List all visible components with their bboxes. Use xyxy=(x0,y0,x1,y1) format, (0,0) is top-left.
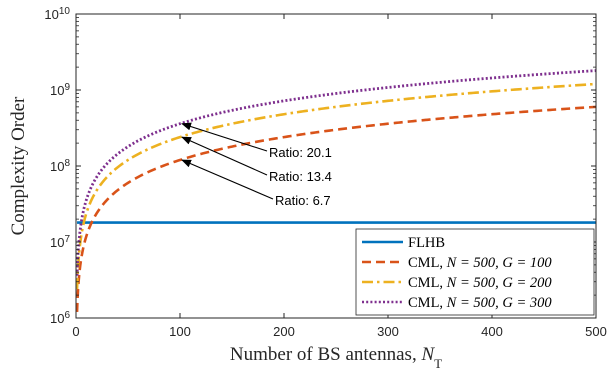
tick-layer: 0 100 200 300 400 500 106 107 108 109 1010 xyxy=(44,6,606,340)
legend-items: FLHB CML, N = 500, G = 100 CML, N = 500, G… xyxy=(362,235,552,311)
annotation-layer: Ratio: 20.1 Ratio: 13.4 Ratio: 6.7 xyxy=(181,122,332,208)
annotation-label: Ratio: 20.1 xyxy=(269,145,332,160)
y-axis-label: Complexity Order xyxy=(8,96,29,235)
annotation-arrow xyxy=(181,136,268,176)
legend-label: CML, N = 500, G = 200 xyxy=(408,275,552,291)
series-line-2 xyxy=(75,105,597,313)
series-line-4 xyxy=(75,69,597,276)
x-tick-label: 200 xyxy=(273,324,295,339)
legend-label: FLHB xyxy=(408,235,445,251)
y-tick-label: 108 xyxy=(50,158,70,175)
x-tick-label: 400 xyxy=(481,324,503,339)
y-tick-label: 106 xyxy=(50,310,70,327)
x-tick-label: 0 xyxy=(72,324,79,339)
x-tick-label: 100 xyxy=(169,324,191,339)
y-tick-label: 109 xyxy=(50,82,70,99)
series-line-3 xyxy=(75,82,597,290)
y-tick-label: 107 xyxy=(50,234,70,251)
legend-label: CML, N = 500, G = 100 xyxy=(408,255,552,271)
legend: FLHB CML, N = 500, G = 100 CML, N = 500, G… xyxy=(355,228,595,316)
annotation-label: Ratio: 6.7 xyxy=(275,193,331,208)
x-tick-label: 500 xyxy=(585,324,607,339)
x-axis-label: Number of BS antennas, NT xyxy=(230,344,442,371)
legend-label: CML, N = 500, G = 300 xyxy=(408,295,552,311)
annotation-arrow xyxy=(181,122,268,152)
annotation-arrow xyxy=(181,159,274,200)
annotation-label: Ratio: 13.4 xyxy=(269,169,332,184)
series-layer xyxy=(75,69,597,313)
x-tick-label: 300 xyxy=(377,324,399,339)
y-tick-label: 1010 xyxy=(44,6,70,23)
legend-box xyxy=(355,228,595,316)
